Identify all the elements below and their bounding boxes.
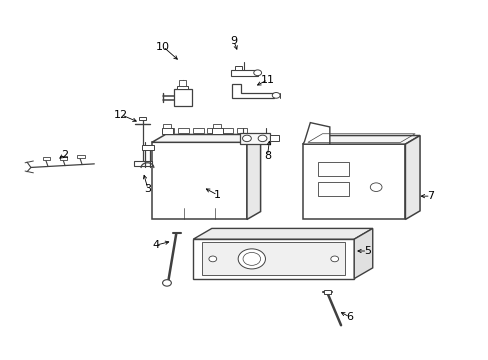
Polygon shape [303,123,329,144]
Bar [193,239,353,279]
Text: 6: 6 [346,312,353,322]
Text: 5: 5 [363,246,370,256]
Bar [43,157,50,160]
Bar [207,128,218,133]
Text: 7: 7 [427,191,433,201]
Circle shape [369,183,381,192]
Bar [324,291,330,294]
Circle shape [208,256,216,262]
Circle shape [253,70,261,76]
Bar [230,69,257,76]
Polygon shape [353,228,372,279]
Circle shape [258,135,266,141]
Text: 11: 11 [261,75,274,85]
Bar [236,128,247,133]
Bar [212,128,223,134]
Bar [163,124,171,128]
Bar [134,161,152,166]
Bar [162,128,172,134]
Bar [173,89,192,107]
Bar [77,154,84,158]
Bar [222,128,232,133]
Bar [202,242,345,275]
Polygon shape [193,228,372,239]
Text: 12: 12 [114,110,128,120]
Bar [317,182,348,196]
Polygon shape [232,84,273,98]
Text: 3: 3 [144,184,151,194]
Bar [139,117,146,120]
Text: 2: 2 [61,149,68,159]
Bar [163,128,174,133]
Text: 4: 4 [152,240,159,250]
Circle shape [242,135,251,141]
Circle shape [272,93,280,98]
Text: 9: 9 [230,36,237,46]
Bar [152,142,246,220]
Bar [303,144,405,220]
Bar [269,135,278,141]
Circle shape [243,252,260,265]
Bar [317,162,348,176]
Bar [234,66,242,69]
Polygon shape [246,134,260,220]
Bar [178,128,188,133]
Text: 1: 1 [214,190,221,200]
Text: 10: 10 [156,42,170,51]
Bar [213,124,221,128]
Polygon shape [303,135,419,144]
Bar [192,128,203,133]
Circle shape [238,249,265,269]
Bar [176,86,188,89]
Bar [239,133,269,144]
Polygon shape [152,134,260,142]
Circle shape [330,256,338,262]
Bar [142,145,154,150]
Bar [178,80,186,86]
Circle shape [162,280,171,286]
Text: 8: 8 [264,151,270,161]
Bar [60,156,67,159]
Polygon shape [405,135,419,220]
